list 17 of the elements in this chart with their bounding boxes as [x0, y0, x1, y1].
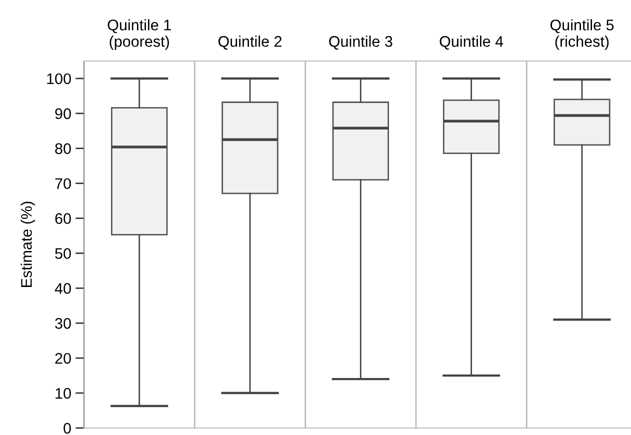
- y-tick-label: 80: [55, 143, 71, 154]
- y-tick-label: 50: [55, 248, 71, 259]
- y-tick-label: 60: [55, 213, 71, 224]
- y-tick-label: 70: [55, 178, 71, 190]
- y-tick-label: 10: [56, 388, 71, 399]
- x-tick-label: Quintile 5 (richest): [550, 19, 614, 50]
- y-tick-label: 90: [55, 108, 71, 120]
- y-tick-label: 100: [47, 73, 71, 84]
- x-tick-label: Quintile 3: [329, 36, 392, 50]
- y-axis-title: Estimate (%): [20, 202, 35, 287]
- x-tick-label: Quintile 2: [218, 36, 282, 50]
- y-tick-label: 40: [54, 283, 71, 294]
- x-tick-label: Quintile 4: [440, 36, 504, 50]
- y-tick-label: 30: [55, 318, 71, 329]
- x-tick-label: Quintile 1 (poorest): [108, 19, 171, 50]
- y-tick-label: 20: [55, 352, 71, 364]
- y-tick-label: 0: [64, 422, 71, 434]
